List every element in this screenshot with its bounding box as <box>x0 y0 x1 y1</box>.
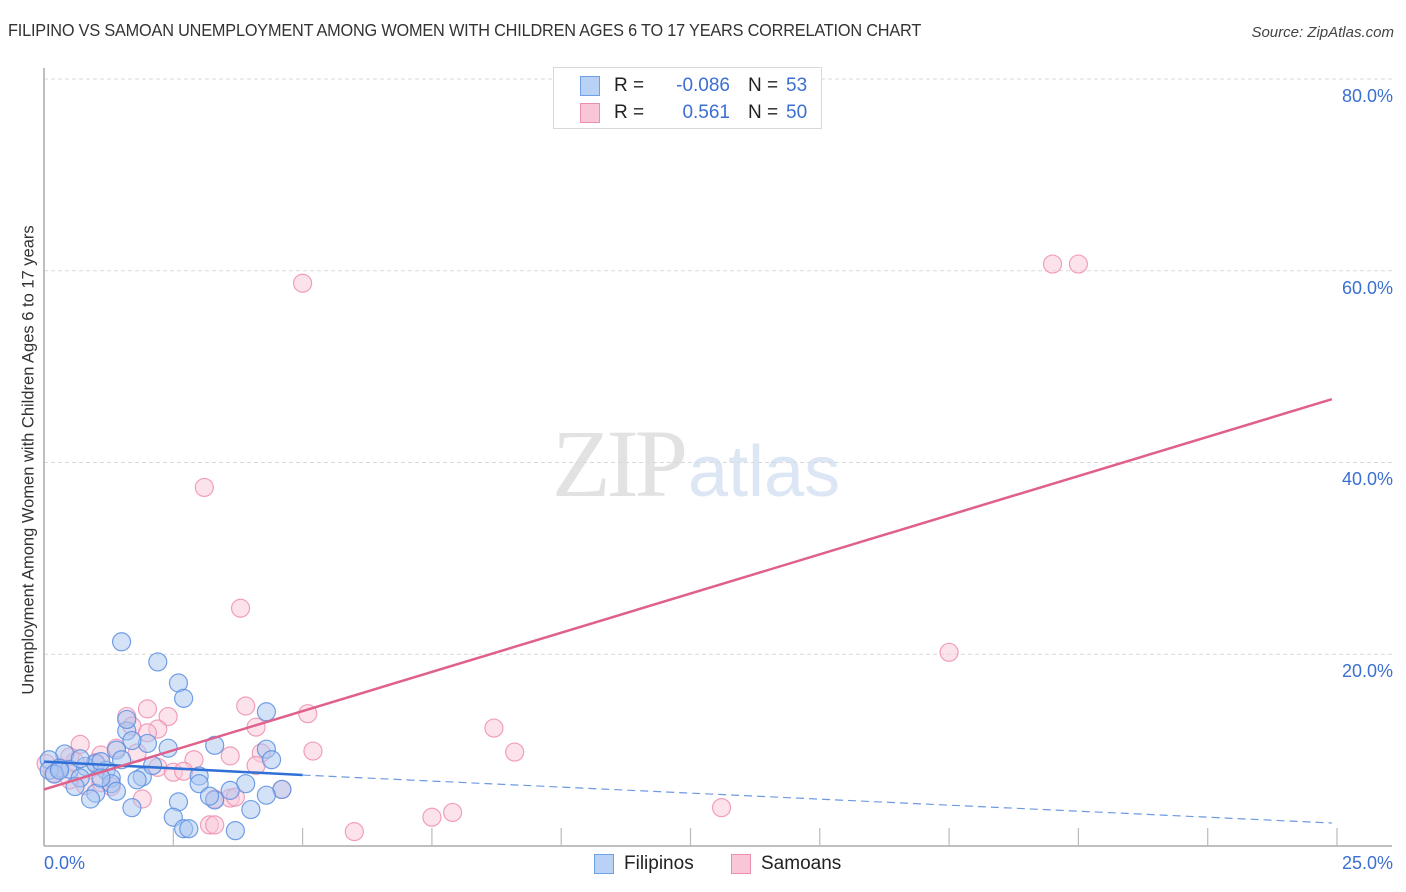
data-point <box>174 688 194 708</box>
data-point <box>241 799 261 820</box>
data-point <box>256 785 276 805</box>
filipinos-swatch-icon <box>594 854 614 874</box>
correlation-legend: R = -0.086 N = 53 R = 0.561 N = 50 <box>553 67 822 129</box>
samoans-swatch-icon <box>580 103 600 123</box>
data-point <box>220 746 240 766</box>
r-value: -0.086 <box>676 75 730 96</box>
legend-row-samoans: R = 0.561 N = 50 <box>580 101 807 125</box>
y-tick-40: 40.0% <box>1341 469 1393 489</box>
data-point <box>220 780 240 800</box>
data-point <box>256 702 276 722</box>
y-axis-label: Unemployment Among Women with Children A… <box>19 225 38 695</box>
data-point <box>225 821 245 841</box>
data-point <box>205 815 225 835</box>
r-label: R = <box>614 102 645 123</box>
samoans-swatch-icon <box>731 854 751 874</box>
legend-item-filipinos[interactable]: Filipinos <box>594 853 694 875</box>
chart-title: FILIPINO VS SAMOAN UNEMPLOYMENT AMONG WO… <box>8 20 922 40</box>
y-tick-20: 20.0% <box>1341 661 1393 681</box>
n-value: 50 <box>786 102 808 123</box>
data-point <box>261 750 282 770</box>
data-point <box>111 632 132 652</box>
filipino-trendline-extension <box>302 774 1332 824</box>
x-tick-min: 0.0% <box>44 853 86 873</box>
data-point <box>148 652 168 672</box>
data-point <box>711 798 732 818</box>
filipino-points <box>39 632 292 841</box>
data-point <box>117 709 137 730</box>
data-point <box>230 598 251 618</box>
data-point <box>484 718 504 738</box>
data-point <box>122 798 142 818</box>
data-point <box>293 273 313 293</box>
series-legend: Filipinos Samoans <box>0 851 1406 879</box>
n-label: N = <box>748 102 779 123</box>
data-point <box>137 699 158 719</box>
data-point <box>179 819 199 839</box>
trend-lines <box>43 398 1333 824</box>
data-point <box>505 742 525 762</box>
data-point <box>194 477 214 498</box>
r-value: 0.561 <box>682 102 730 123</box>
data-point <box>189 774 209 794</box>
legend-label-filipinos: Filipinos <box>624 853 694 874</box>
data-point <box>91 752 111 772</box>
data-point <box>137 733 158 754</box>
data-point <box>158 706 178 727</box>
data-point <box>122 730 142 751</box>
data-point <box>127 770 147 790</box>
source-credit: Source: ZipAtlas.com <box>1251 24 1394 41</box>
legend-label-samoans: Samoans <box>761 853 842 874</box>
data-point <box>442 802 463 823</box>
samoan-points <box>36 254 1089 842</box>
y-tick-80: 80.0% <box>1341 86 1393 106</box>
gridlines <box>44 78 1392 655</box>
data-point <box>1068 254 1089 274</box>
samoan-trendline <box>43 398 1333 791</box>
r-label: R = <box>614 75 645 96</box>
filipino-trendline <box>43 760 303 777</box>
data-point <box>303 741 323 761</box>
n-value: 53 <box>786 75 808 96</box>
filipinos-swatch-icon <box>580 76 600 96</box>
data-point <box>236 696 256 716</box>
data-point <box>422 807 442 827</box>
legend-row-filipinos: R = -0.086 N = 53 <box>580 74 807 98</box>
legend-item-samoans[interactable]: Samoans <box>731 853 841 875</box>
data-point <box>199 786 220 806</box>
axes <box>43 68 1392 847</box>
data-point <box>80 789 101 809</box>
n-label: N = <box>748 75 779 96</box>
data-point <box>205 735 225 755</box>
x-tick-max: 25.0% <box>1341 853 1393 873</box>
data-point <box>1042 254 1063 274</box>
data-point <box>344 822 364 842</box>
data-point <box>939 642 959 662</box>
y-tick-60: 60.0% <box>1341 278 1393 298</box>
data-point <box>106 781 127 801</box>
